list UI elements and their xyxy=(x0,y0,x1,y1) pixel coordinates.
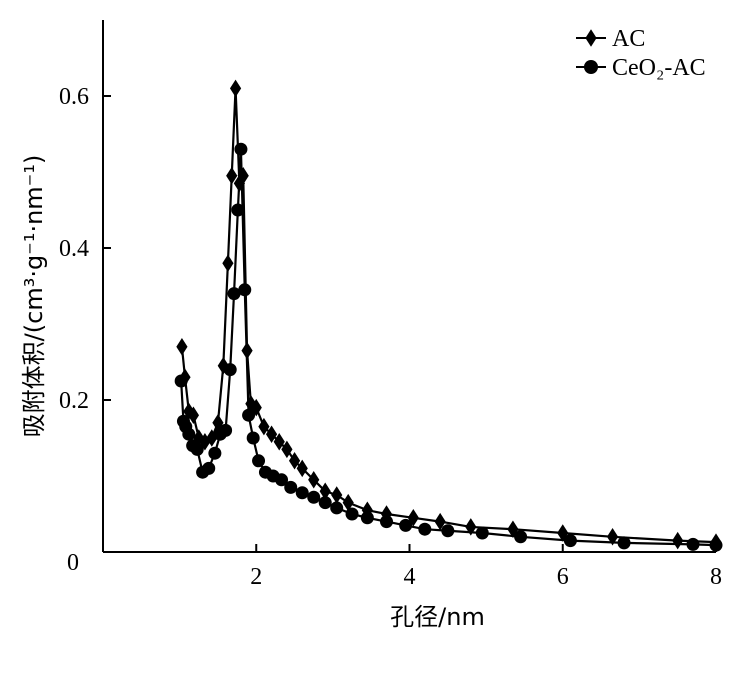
series-line xyxy=(180,148,717,547)
data-point xyxy=(418,522,432,536)
y-tick-label: 0.6 xyxy=(59,84,89,110)
data-point xyxy=(227,287,241,301)
data-point xyxy=(234,142,248,156)
data-point xyxy=(202,461,216,475)
legend-label: AC xyxy=(612,26,645,52)
series-layer xyxy=(174,79,723,552)
data-point xyxy=(380,515,394,529)
axes: 2 4 6 8 0.2 0.4 0.6 0 xyxy=(59,20,722,590)
data-point xyxy=(686,537,700,551)
data-point xyxy=(281,440,293,459)
data-point xyxy=(242,408,256,422)
data-point xyxy=(295,486,309,500)
x-tick-label: 2 xyxy=(250,564,262,590)
data-point xyxy=(514,530,528,544)
data-point xyxy=(434,512,446,531)
data-point xyxy=(318,496,332,510)
data-point xyxy=(345,507,359,521)
data-point xyxy=(307,490,321,504)
series-ceo2-ac xyxy=(174,142,723,552)
data-point xyxy=(273,433,285,451)
data-point xyxy=(174,374,188,388)
data-point xyxy=(223,363,237,377)
data-point xyxy=(319,482,331,500)
data-point xyxy=(360,511,374,525)
data-point xyxy=(229,79,242,98)
data-point xyxy=(672,531,684,550)
legend-marker xyxy=(585,29,597,47)
y-tick-label: 0.4 xyxy=(59,236,89,262)
legend: AC CeO₂-AC xyxy=(576,26,706,81)
data-point xyxy=(617,536,631,550)
data-point xyxy=(246,431,260,445)
data-point xyxy=(331,486,343,504)
data-point xyxy=(308,471,320,489)
data-point xyxy=(222,254,234,272)
data-point xyxy=(231,203,245,217)
data-point xyxy=(226,167,238,185)
data-point xyxy=(208,446,222,460)
data-point xyxy=(245,395,257,413)
data-point xyxy=(219,423,233,437)
legend-marker xyxy=(584,60,598,74)
data-point xyxy=(342,493,354,512)
legend-label: CeO₂-AC xyxy=(612,55,706,81)
data-point xyxy=(190,442,204,456)
data-point xyxy=(399,518,413,532)
data-point xyxy=(187,406,200,424)
x-axis-title: 孔径/nm xyxy=(390,603,485,631)
data-point xyxy=(330,501,344,515)
data-point xyxy=(507,520,519,538)
y-axis-title: 吸附体积/(cm³·g⁻¹·nm⁻¹) xyxy=(20,155,48,438)
data-point xyxy=(284,480,298,494)
data-point xyxy=(182,427,196,441)
data-point xyxy=(265,425,278,443)
y-tick-label: 0.2 xyxy=(59,388,89,414)
data-point xyxy=(296,459,308,478)
data-point xyxy=(238,283,252,297)
data-point xyxy=(252,454,266,468)
origin-label: 0 xyxy=(67,550,79,576)
data-point xyxy=(606,528,619,546)
x-tick-label: 6 xyxy=(557,564,569,590)
data-point xyxy=(563,534,577,548)
data-point xyxy=(258,417,270,436)
data-point xyxy=(275,473,289,487)
data-point xyxy=(441,524,455,538)
x-tick-label: 8 xyxy=(710,564,722,590)
series-ac xyxy=(176,79,722,551)
data-point xyxy=(475,526,489,540)
data-point xyxy=(176,338,188,356)
x-tick-label: 4 xyxy=(404,564,416,590)
data-point xyxy=(709,538,723,552)
data-point xyxy=(288,452,301,470)
